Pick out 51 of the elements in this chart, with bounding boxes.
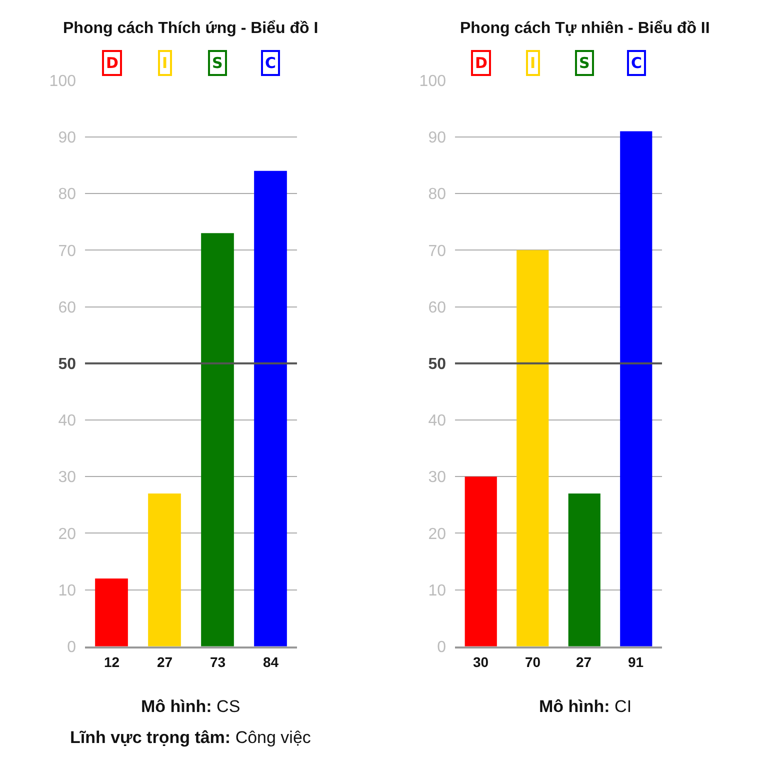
chart-title: Phong cách Thích ứng - Biểu đồ I (63, 20, 318, 37)
x-tick-label: D (475, 54, 488, 72)
y-tick-label: 90 (58, 130, 76, 147)
x-tick-label: D (106, 54, 118, 72)
bar (95, 578, 128, 646)
text: Mô hình: CS (141, 697, 240, 716)
y-tick-label: 50 (428, 356, 446, 373)
bar (201, 233, 234, 646)
y-tick-label: 80 (428, 186, 446, 204)
x-tick-label: C (631, 54, 642, 72)
bar (254, 170, 287, 646)
y-tick-label: 30 (58, 469, 76, 486)
data-label: 27 (576, 654, 592, 670)
data-label: 70 (525, 654, 541, 670)
data-label: 84 (263, 654, 279, 670)
bar (148, 494, 181, 646)
y-tick-label: 60 (58, 299, 76, 316)
data-label: 30 (473, 654, 489, 670)
text: Lĩnh vực trọng tâm: Công việc (70, 728, 312, 747)
y-tick-label: 10 (428, 582, 446, 600)
bar (464, 476, 497, 646)
y-tick-label: 80 (58, 186, 76, 204)
y-tick-label: 100 (419, 72, 446, 90)
y-tick-label: 20 (428, 526, 446, 543)
text: Mô hình: CI (539, 697, 632, 716)
bar (568, 494, 600, 646)
y-tick-label: 70 (58, 242, 76, 260)
data-label: 12 (104, 654, 120, 670)
x-tick-label: S (579, 54, 590, 72)
y-tick-label: 10 (58, 582, 76, 600)
x-tick-label: I (530, 54, 536, 72)
y-tick-label: 60 (428, 299, 446, 316)
y-tick-label: 40 (428, 412, 446, 430)
chart-title: Phong cách Tự nhiên - Biểu đồ II (460, 20, 710, 37)
x-tick-label: I (162, 54, 168, 72)
data-label: 73 (210, 654, 226, 670)
x-tick-label: S (212, 54, 223, 72)
y-tick-label: 0 (67, 638, 76, 656)
y-tick-label: 70 (428, 242, 446, 260)
bar (516, 250, 549, 646)
y-tick-label: 50 (58, 356, 76, 373)
y-tick-label: 30 (428, 469, 446, 486)
y-tick-label: 20 (58, 526, 76, 543)
data-label: 27 (157, 654, 173, 670)
x-tick-label: C (265, 54, 276, 72)
y-tick-label: 0 (437, 638, 446, 656)
y-tick-label: 100 (49, 72, 76, 90)
y-tick-label: 90 (428, 130, 446, 147)
y-tick-label: 40 (58, 412, 76, 430)
bar (620, 131, 652, 646)
data-label: 91 (628, 654, 644, 670)
